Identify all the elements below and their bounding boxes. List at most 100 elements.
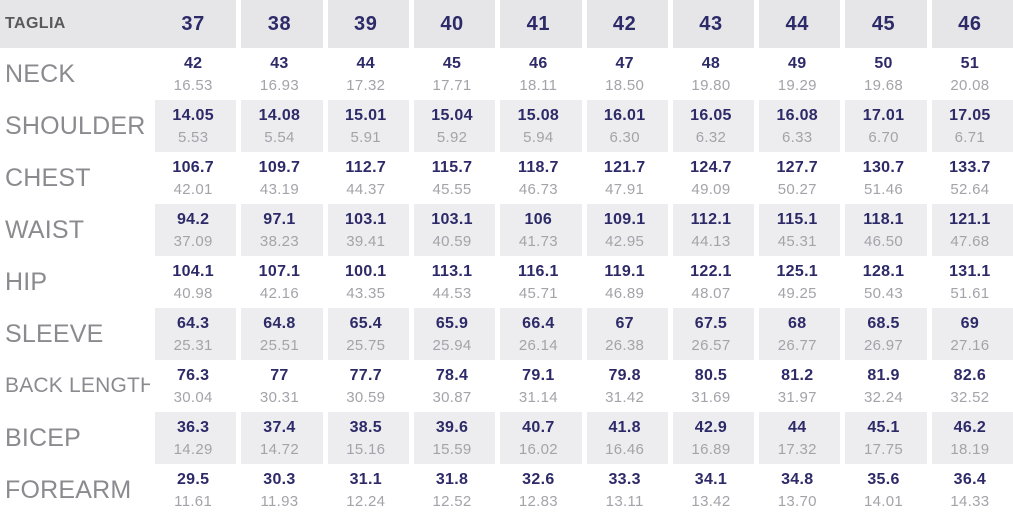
inch-value: 16.02 bbox=[518, 440, 558, 458]
size-column-header-label: 40 bbox=[440, 12, 464, 35]
measurement-cell: 41.8 16.46 bbox=[581, 412, 668, 464]
row-label-cell: FOREARM bbox=[0, 464, 150, 516]
size-column-header: 37 bbox=[150, 0, 237, 48]
measurement-cell: 68 26.77 bbox=[754, 308, 841, 360]
cm-value: 42.9 bbox=[694, 418, 728, 436]
inch-value: 37.09 bbox=[173, 232, 213, 250]
measurement-cell: 34.8 13.70 bbox=[754, 464, 840, 516]
cm-value: 29.5 bbox=[176, 470, 210, 488]
inch-value: 39.41 bbox=[346, 232, 386, 250]
size-column-header-label: 39 bbox=[354, 12, 378, 35]
inch-value: 11.61 bbox=[174, 492, 213, 510]
cm-value: 121.1 bbox=[949, 210, 991, 228]
cm-value: 112.7 bbox=[345, 158, 387, 176]
row-label: BACK LENGTH bbox=[5, 374, 156, 397]
inch-value: 46.73 bbox=[518, 180, 558, 198]
measurement-cell: 100.1 43.35 bbox=[323, 256, 409, 308]
inch-value: 27.16 bbox=[950, 336, 990, 354]
measurement-cell: 103.1 40.59 bbox=[408, 204, 496, 256]
size-column-header-label: 44 bbox=[785, 12, 809, 35]
cm-value: 115.7 bbox=[431, 158, 473, 176]
measurement-cell: 45 17.71 bbox=[409, 48, 495, 100]
cm-value: 82.6 bbox=[953, 366, 987, 384]
measurement-cell: 35.6 14.01 bbox=[840, 464, 926, 516]
inch-value: 52.64 bbox=[950, 180, 990, 198]
cm-value: 67.5 bbox=[694, 314, 728, 332]
cm-value: 36.3 bbox=[176, 418, 210, 436]
inch-value: 5.91 bbox=[350, 128, 381, 146]
cm-value: 16.05 bbox=[690, 106, 732, 124]
measurement-cell: 131.1 51.61 bbox=[927, 256, 1013, 308]
inch-value: 16.46 bbox=[605, 440, 645, 458]
cm-value: 17.05 bbox=[949, 106, 991, 124]
measurement-cell: 76.3 30.04 bbox=[150, 360, 236, 412]
inch-value: 12.83 bbox=[518, 492, 558, 510]
inch-value: 31.14 bbox=[518, 388, 558, 406]
measurement-cell: 115.7 45.55 bbox=[409, 152, 495, 204]
measurement-cell: 67 26.38 bbox=[581, 308, 668, 360]
cm-value: 112.1 bbox=[690, 210, 732, 228]
size-column-header-label: 38 bbox=[267, 12, 292, 35]
inch-value: 30.04 bbox=[173, 388, 213, 406]
cm-value: 38.5 bbox=[349, 418, 382, 436]
measurement-cell: 65.4 25.75 bbox=[322, 308, 409, 360]
cm-value: 130.7 bbox=[862, 158, 905, 176]
size-column-header-label: 41 bbox=[526, 12, 551, 35]
cm-value: 78.4 bbox=[435, 366, 469, 384]
measurement-cell: 42.9 16.89 bbox=[667, 412, 755, 464]
cm-value: 118.1 bbox=[863, 210, 904, 228]
inch-value: 31.97 bbox=[777, 388, 817, 406]
inch-value: 44.37 bbox=[346, 180, 386, 198]
inch-value: 13.11 bbox=[605, 492, 644, 510]
cm-value: 51 bbox=[960, 54, 980, 72]
cm-value: 41.8 bbox=[608, 418, 641, 436]
cm-value: 125.1 bbox=[776, 262, 819, 280]
row-label-cell: SHOULDER bbox=[0, 100, 150, 152]
measurement-cell: 40.7 16.02 bbox=[495, 412, 582, 464]
cm-value: 76.3 bbox=[176, 366, 210, 384]
inch-value: 32.24 bbox=[864, 388, 904, 406]
inch-value: 40.98 bbox=[173, 284, 213, 302]
cm-value: 115.1 bbox=[776, 210, 818, 228]
cm-value: 46 bbox=[529, 54, 548, 72]
header-taglia-cell: TAGLIA bbox=[0, 0, 150, 48]
row-label-cell: BACK LENGTH bbox=[0, 360, 155, 412]
cm-value: 44 bbox=[788, 418, 807, 436]
measurement-cell: 37.4 14.72 bbox=[236, 412, 323, 464]
measurement-cell: 130.7 51.46 bbox=[840, 152, 926, 204]
measurement-cell: 115.1 45.31 bbox=[754, 204, 841, 256]
cm-value: 81.9 bbox=[867, 366, 900, 384]
measurement-cell: 109.1 42.95 bbox=[581, 204, 668, 256]
inch-value: 26.14 bbox=[518, 336, 558, 354]
inch-value: 5.94 bbox=[523, 128, 554, 146]
cm-value: 34.8 bbox=[781, 470, 814, 488]
cm-value: 124.7 bbox=[690, 158, 732, 176]
measurement-cell: 104.1 40.98 bbox=[150, 256, 236, 308]
measurement-cell: 113.1 44.53 bbox=[409, 256, 495, 308]
measurement-cell: 107.1 42.16 bbox=[236, 256, 322, 308]
inch-value: 26.77 bbox=[777, 336, 817, 354]
measurement-row: WAIST 94.2 37.09 97.1 38.23 103.1 39.41 103.1 40… bbox=[0, 204, 1013, 256]
inch-value: 14.01 bbox=[864, 492, 904, 510]
cm-value: 67 bbox=[615, 314, 634, 332]
cm-value: 121.7 bbox=[603, 158, 646, 176]
cm-value: 100.1 bbox=[344, 262, 387, 280]
inch-value: 45.55 bbox=[432, 180, 472, 198]
inch-value: 18.19 bbox=[950, 440, 990, 458]
measurement-cell: 106.7 42.01 bbox=[150, 152, 236, 204]
measurement-cell: 34.1 13.42 bbox=[668, 464, 754, 516]
measurement-cell: 33.3 13.11 bbox=[582, 464, 668, 516]
measurement-cell: 82.6 32.52 bbox=[927, 360, 1013, 412]
inch-value: 14.29 bbox=[173, 440, 213, 458]
measurement-row: NECK 42 16.53 43 16.93 44 17.32 45 17.71 46 18.11 4… bbox=[0, 48, 1013, 100]
cm-value: 66.4 bbox=[522, 314, 555, 332]
measurement-cell: 15.04 5.92 bbox=[408, 100, 496, 152]
cm-value: 104.1 bbox=[172, 262, 214, 280]
cm-value: 77.7 bbox=[349, 366, 382, 384]
measurement-cell: 31.1 12.24 bbox=[323, 464, 409, 516]
cm-value: 68 bbox=[788, 314, 807, 332]
inch-value: 49.09 bbox=[691, 180, 731, 198]
cm-value: 133.7 bbox=[949, 158, 991, 176]
inch-value: 51.46 bbox=[864, 180, 904, 198]
measurement-cell: 121.7 47.91 bbox=[582, 152, 668, 204]
